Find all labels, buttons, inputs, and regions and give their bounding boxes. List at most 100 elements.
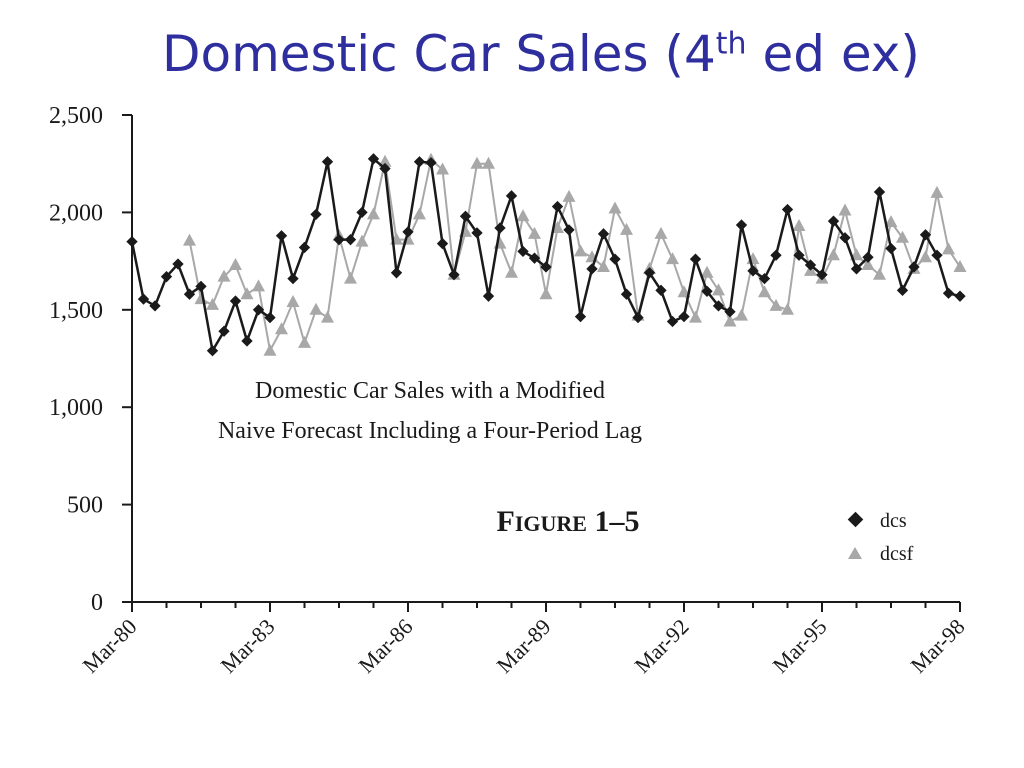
legend-label-dcs: dcs xyxy=(880,510,907,532)
data-point-dcs xyxy=(252,304,265,316)
data-point-dcs xyxy=(344,234,357,246)
data-point-dcs xyxy=(586,263,598,275)
data-point-dcs xyxy=(632,311,644,324)
figure-label-initial: F xyxy=(497,505,515,538)
data-point-dcsf xyxy=(286,295,300,308)
data-point-dcsf xyxy=(861,257,875,270)
data-point-dcs xyxy=(137,293,150,305)
data-point-dcsf xyxy=(436,162,449,175)
data-point-dcsf xyxy=(666,252,679,265)
data-point-dcsf xyxy=(919,250,932,263)
data-point-dcsf xyxy=(781,302,794,315)
data-point-dcs xyxy=(747,265,759,277)
x-axis-ticks: Mar-80 Mar-83 Mar-86 Mar-89 Mar-92 Mar-95 Mar-… xyxy=(78,602,970,678)
figure-label-smallcaps: IGURE xyxy=(515,511,587,536)
data-point-dcsf xyxy=(838,203,852,216)
data-point-dcs xyxy=(885,242,897,255)
slide-title: Domestic Car Sales (4th ed ex) xyxy=(162,25,920,84)
data-point-dcs xyxy=(919,229,932,241)
data-point-dcsf xyxy=(206,297,219,310)
data-point-dcsf xyxy=(574,244,587,257)
data-point-dcsf xyxy=(263,343,277,356)
data-point-dcs xyxy=(379,162,391,175)
data-point-dcs xyxy=(333,234,345,246)
data-point-dcsf xyxy=(758,285,771,298)
data-point-dcs xyxy=(241,335,253,347)
data-point-dcs xyxy=(413,156,426,168)
data-point-dcsf xyxy=(884,215,898,228)
data-point-dcs xyxy=(425,157,437,169)
y-tick-label: 2,000 xyxy=(49,200,103,226)
data-point-dcs xyxy=(195,280,207,293)
data-point-dcs xyxy=(597,228,610,240)
data-point-dcsf xyxy=(309,302,323,315)
data-point-dcsf xyxy=(275,322,288,335)
data-point-dcs xyxy=(770,249,782,261)
data-point-dcs xyxy=(264,311,276,324)
data-point-dcs xyxy=(218,325,230,337)
data-point-dcs xyxy=(666,315,679,328)
data-point-dcsf xyxy=(252,279,265,292)
data-point-dcs xyxy=(816,269,828,281)
data-point-dcs xyxy=(563,224,575,236)
data-point-dcsf xyxy=(539,287,553,300)
data-point-dcs xyxy=(356,206,368,219)
figure-label: FIGURE 1–5 xyxy=(497,505,640,538)
legend-marker-dcs xyxy=(847,511,864,528)
legend-marker-dcsf xyxy=(848,547,862,559)
x-tick-label: Mar-80 xyxy=(78,614,142,678)
y-tick-label: 500 xyxy=(67,493,103,519)
data-point-dcs xyxy=(678,310,690,323)
data-point-dcs xyxy=(517,245,529,258)
data-point-dcs xyxy=(942,287,955,299)
data-point-dcs xyxy=(505,190,518,202)
data-point-dcs xyxy=(206,345,219,357)
data-point-dcs xyxy=(862,251,874,263)
data-point-dcs xyxy=(367,153,380,165)
x-tick-label: Mar-98 xyxy=(906,614,970,678)
data-point-dcs xyxy=(275,230,288,242)
data-point-dcs xyxy=(471,227,483,239)
chart-legend: dcs dcsf xyxy=(847,510,914,565)
data-point-dcsf xyxy=(735,308,748,321)
x-tick-label: Mar-83 xyxy=(216,614,280,678)
data-point-dcsf xyxy=(367,207,380,220)
data-point-dcs xyxy=(735,219,748,231)
y-tick-label: 1,500 xyxy=(49,298,103,324)
data-point-dcsf xyxy=(930,185,944,198)
data-point-dcs xyxy=(931,249,943,261)
data-point-dcs xyxy=(540,261,552,273)
data-point-dcs xyxy=(724,306,736,318)
slide-title-main: Domestic Car Sales (4 xyxy=(162,25,716,83)
data-point-dcsf xyxy=(240,287,254,300)
data-point-dcsf xyxy=(873,267,886,280)
y-tick-label: 1,000 xyxy=(49,395,103,421)
data-point-dcs xyxy=(448,269,460,281)
data-point-dcsf xyxy=(608,201,622,214)
data-point-dcsf xyxy=(321,310,334,323)
data-point-dcsf xyxy=(413,207,426,220)
x-tick-label: Mar-95 xyxy=(768,614,832,678)
series-dcs xyxy=(126,153,966,357)
x-tick-label: Mar-89 xyxy=(492,614,556,678)
data-point-dcsf xyxy=(723,314,737,327)
data-point-dcs xyxy=(172,258,184,270)
data-point-dcsf xyxy=(942,242,955,255)
data-point-dcs xyxy=(436,237,449,250)
data-point-dcs xyxy=(310,208,322,221)
legend-label-dcsf: dcsf xyxy=(880,543,914,565)
data-point-dcsf xyxy=(183,233,196,246)
data-point-dcsf xyxy=(700,265,714,278)
data-point-dcsf xyxy=(355,234,369,247)
data-point-dcsf xyxy=(827,248,840,261)
data-point-dcs xyxy=(160,271,173,283)
data-point-dcs xyxy=(620,288,633,300)
y-tick-label: 2,500 xyxy=(49,103,103,129)
data-point-dcsf xyxy=(344,271,357,284)
data-point-dcsf xyxy=(217,269,231,282)
data-point-dcs xyxy=(873,186,886,198)
data-point-dcsf xyxy=(470,156,484,169)
y-tick-label: 0 xyxy=(91,590,103,616)
data-point-dcs xyxy=(839,232,851,244)
data-point-dcsf xyxy=(792,219,806,232)
